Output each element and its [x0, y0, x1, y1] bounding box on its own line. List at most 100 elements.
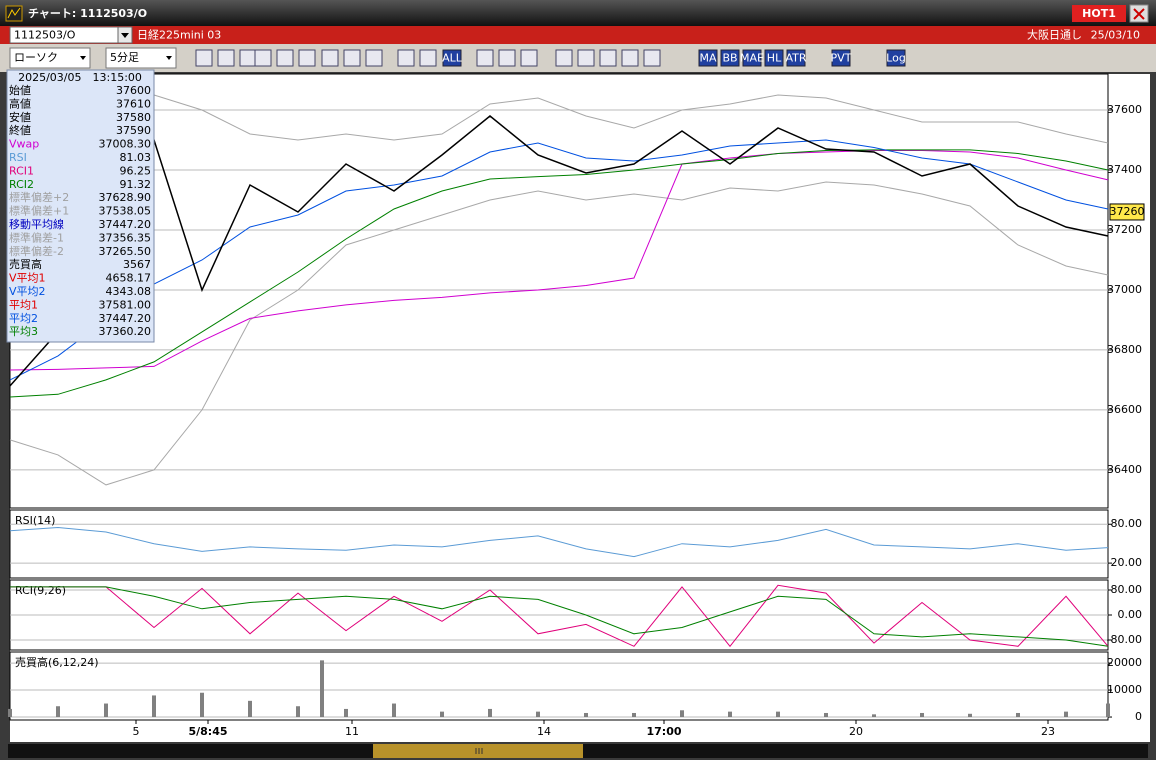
toolbar-icon-label: Log: [886, 52, 906, 65]
toolbar-icon[interactable]: [764, 49, 784, 67]
series-line: [9, 150, 1109, 371]
info-label: 平均1: [9, 298, 38, 311]
toolbar-icon[interactable]: [831, 49, 851, 67]
toolbar-icon[interactable]: [555, 49, 573, 67]
volume-bar: [440, 711, 444, 718]
info-label: RCI1: [9, 164, 34, 177]
series-line: [9, 115, 1109, 387]
volume-bar: [1064, 711, 1068, 718]
toolbar-icon[interactable]: [195, 49, 213, 67]
volume-bar: [536, 711, 540, 718]
toolbar-icon[interactable]: [643, 49, 661, 67]
y-tick-label: 10000: [1107, 683, 1142, 696]
info-label: 売買高: [9, 257, 42, 271]
app-icon-glyph: [7, 7, 21, 19]
info-value: 37628.90: [99, 191, 152, 204]
x-tick-label: 11: [345, 725, 359, 738]
pane-title: 売買高(6,12,24): [15, 655, 99, 669]
info-label: 始値: [9, 83, 31, 97]
info-label: 標準偏差-2: [9, 244, 64, 258]
toolbar-icon[interactable]: [498, 49, 516, 67]
info-value: 91.32: [120, 178, 152, 191]
y-tick-label: 20.00: [1111, 556, 1143, 569]
dropdown-arrow: [166, 56, 172, 60]
y-tick-label: 37600: [1107, 103, 1142, 116]
info-value: 81.03: [120, 151, 152, 164]
x-tick-label: 20: [849, 725, 863, 738]
series-line: [9, 526, 1109, 558]
info-value: 37008.30: [99, 138, 152, 151]
interval-text: 5分足: [110, 51, 139, 64]
volume-bar: [104, 703, 108, 718]
info-value: 37600: [116, 84, 151, 97]
dropdown-arrow: [121, 33, 129, 38]
info-label: 安値: [9, 110, 31, 124]
toolbar-icon-label: MAE: [740, 52, 764, 65]
info-value: 37356.35: [99, 231, 152, 244]
hot-badge[interactable]: [1072, 5, 1126, 22]
toolbar-icon[interactable]: [343, 49, 361, 67]
info-value: 37538.05: [99, 205, 152, 218]
toolbar-icon[interactable]: [276, 49, 294, 67]
volume-bar: [632, 712, 636, 718]
toolbar-icon[interactable]: [599, 49, 617, 67]
hot-badge-label: HOT1: [1082, 7, 1116, 20]
toolbar-icon[interactable]: [419, 49, 437, 67]
title-bar: [0, 0, 1156, 26]
x-tick-label: 17:00: [646, 725, 681, 738]
volume-bar: [488, 708, 492, 718]
info-value: 3567: [123, 258, 151, 271]
toolbar-icon[interactable]: [397, 49, 415, 67]
toolbar-icon[interactable]: [742, 49, 762, 67]
volume-bar: [200, 692, 204, 718]
volume-bar: [320, 660, 324, 718]
info-label: RCI2: [9, 178, 34, 191]
info-timestamp: 2025/03/05 13:15:00: [18, 71, 142, 84]
series-line: [9, 181, 1109, 486]
axis-background: [1108, 74, 1150, 720]
series-line: [9, 94, 1109, 321]
info-value: 37447.20: [99, 312, 152, 325]
info-label: 平均3: [9, 325, 38, 338]
volume-bar: [584, 712, 588, 718]
toolbar-icon[interactable]: [520, 49, 538, 67]
info-label: Vwap: [9, 138, 39, 151]
info-label: 標準偏差-1: [9, 230, 64, 244]
scrollbar-thumb[interactable]: [373, 744, 583, 758]
toolbar-icon[interactable]: [254, 49, 272, 67]
current-price-label: 37260: [1110, 205, 1145, 218]
volume-bar: [1016, 712, 1020, 718]
volume-bar: [728, 711, 732, 718]
x-axis-background: [10, 720, 1150, 742]
toolbar-icon[interactable]: [298, 49, 316, 67]
interval-select[interactable]: [105, 47, 177, 69]
x-tick-label: 5/8:45: [188, 725, 227, 738]
toolbar-icon[interactable]: [720, 49, 740, 67]
series-line: [10, 584, 1109, 648]
toolbar-icon-label: ALL: [442, 52, 463, 65]
toolbar-icon[interactable]: [577, 49, 595, 67]
toolbar-icon[interactable]: [217, 49, 235, 67]
info-panel: [6, 69, 155, 343]
toolbar-icon[interactable]: [321, 49, 339, 67]
volume-bar: [56, 706, 60, 718]
info-value: 4343.08: [106, 285, 152, 298]
volume-bar: [344, 708, 348, 718]
toolbar-icon[interactable]: [786, 49, 806, 67]
toolbar-icon[interactable]: [365, 49, 383, 67]
close-glyph: [1133, 8, 1145, 20]
y-tick-label: -80.00: [1107, 633, 1142, 646]
toolbar-icon[interactable]: [239, 49, 257, 67]
toolbar-icon[interactable]: [621, 49, 639, 67]
toolbar-icon[interactable]: [886, 49, 906, 67]
pane-border: [9, 651, 1109, 721]
toolbar-icon[interactable]: [442, 49, 462, 67]
info-label: V平均2: [9, 285, 46, 298]
y-tick-label: 37200: [1107, 223, 1142, 236]
pane-border: [9, 509, 1109, 579]
toolbar-icon[interactable]: [476, 49, 494, 67]
chart-type-select[interactable]: [9, 47, 91, 69]
toolbar-icon[interactable]: [698, 49, 718, 67]
